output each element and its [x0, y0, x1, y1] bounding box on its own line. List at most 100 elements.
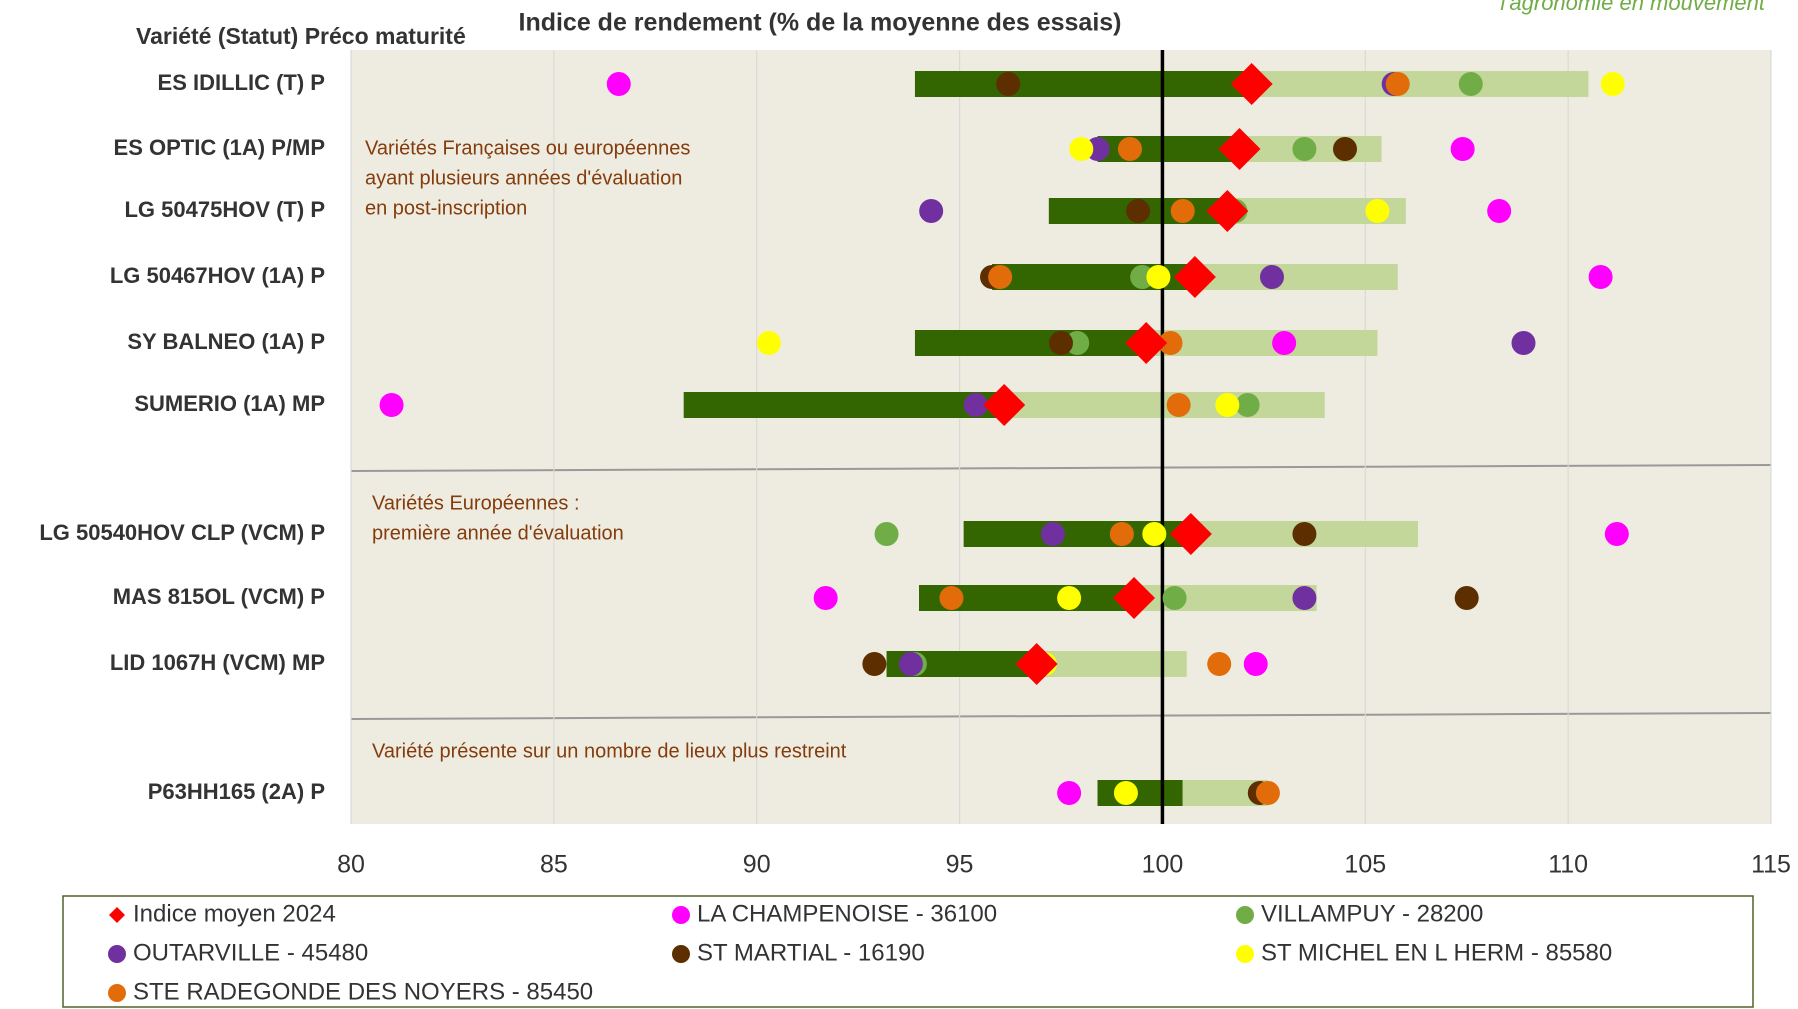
site-point: [1207, 652, 1232, 676]
site-point: [1069, 137, 1094, 161]
site-point: [1259, 265, 1284, 289]
site-point: [1365, 199, 1390, 223]
x-tick-label: 110: [1548, 851, 1588, 879]
range-high: [1004, 392, 1325, 418]
legend-item: ST MICHEL EN L HERM - 85580: [1236, 939, 1612, 966]
category-label: SY BALNEO (1A) P: [127, 329, 325, 354]
site-point: [1511, 331, 1536, 355]
site-point: [1243, 652, 1268, 676]
site-point: [1588, 265, 1613, 289]
site-point: [1117, 137, 1142, 161]
site-point: [963, 393, 988, 417]
x-tick-label: 80: [337, 851, 365, 879]
category-label: LG 50540HOV CLP (VCM) P: [39, 520, 325, 545]
site-point: [862, 652, 887, 676]
x-tick-label: 85: [540, 851, 568, 879]
mean-marker: [1206, 190, 1249, 232]
legend-item: STE RADEGONDE DES NOYERS - 85450: [108, 978, 593, 1005]
site-point: [996, 72, 1021, 96]
category-label: SUMERIO (1A) MP: [134, 391, 325, 416]
site-point: [1126, 199, 1151, 223]
range-high: [1251, 71, 1589, 97]
site-point: [1215, 393, 1240, 417]
mean-marker: [1125, 322, 1168, 364]
plot-area: [351, 50, 1771, 824]
site-point: [1255, 781, 1280, 805]
legend-marker: [672, 945, 690, 963]
y-header: Variété (Statut) Préco maturité: [136, 23, 466, 49]
legend-item: Indice moyen 2024: [109, 900, 336, 927]
group-separator: [350, 712, 1772, 720]
site-point: [919, 199, 944, 223]
mean-marker: [1015, 643, 1058, 685]
legend-label: Indice moyen 2024: [133, 900, 336, 927]
site-point: [1385, 72, 1410, 96]
range-low: [1097, 780, 1183, 806]
site-point: [756, 331, 781, 355]
mean-marker: [983, 384, 1026, 426]
legend-marker: [1236, 906, 1254, 924]
x-tick-label: 115: [1751, 851, 1791, 879]
annotation: Variétés Européennes :: [372, 492, 580, 514]
annotation: en post-inscription: [365, 197, 527, 219]
range-low: [914, 71, 1252, 97]
site-point: [988, 265, 1013, 289]
site-point: [1170, 199, 1195, 223]
site-point: [1057, 781, 1082, 805]
site-point: [898, 652, 923, 676]
site-point: [1049, 331, 1073, 355]
legend-marker: [1236, 945, 1254, 963]
range-low: [683, 392, 1005, 418]
site-point: [1235, 393, 1260, 417]
mean-marker: [1113, 577, 1156, 619]
mean-marker: [1218, 128, 1261, 170]
category-label: LID 1067H (VCM) MP: [110, 650, 325, 675]
site-point: [1333, 137, 1357, 161]
site-point: [379, 393, 404, 417]
range-high: [1194, 264, 1398, 290]
legend-item: ST MARTIAL - 16190: [672, 939, 925, 966]
site-point: [1142, 522, 1167, 546]
legend-item: VILLAMPUY - 28200: [1236, 900, 1483, 927]
legend-label: OUTARVILLE - 45480: [133, 939, 368, 966]
site-point: [1057, 586, 1082, 610]
legend-item: OUTARVILLE - 45480: [108, 939, 368, 966]
site-point: [1458, 72, 1483, 96]
site-point: [1600, 72, 1625, 96]
site-point: [813, 586, 838, 610]
annotation: première année d'évaluation: [372, 522, 624, 544]
legend-marker: [672, 906, 690, 924]
mean-marker: [1169, 513, 1212, 555]
legend-label: VILLAMPUY - 28200: [1261, 900, 1483, 927]
site-point: [1604, 522, 1629, 546]
annotation: Variété présente sur un nombre de lieux …: [372, 740, 847, 762]
x-tick-label: 90: [743, 851, 771, 879]
site-point: [1450, 137, 1475, 161]
site-point: [1292, 586, 1317, 610]
mean-marker: [1230, 63, 1273, 105]
site-point: [1162, 586, 1187, 610]
legend-marker: [108, 984, 126, 1002]
mean-marker: [1173, 256, 1216, 298]
site-point: [1109, 522, 1134, 546]
site-point: [1454, 586, 1479, 610]
category-label: LG 50467HOV (1A) P: [110, 263, 325, 288]
category-label: ES IDILLIC (T) P: [158, 70, 325, 95]
legend-marker: [109, 907, 125, 923]
site-point: [1158, 331, 1183, 355]
site-point: [606, 72, 631, 96]
range-high: [1146, 330, 1378, 356]
group-separator: [350, 464, 1772, 472]
site-point: [939, 586, 964, 610]
category-label: LG 50475HOV (T) P: [124, 197, 325, 222]
x-tick-label: 105: [1344, 851, 1386, 879]
site-point: [1292, 137, 1317, 161]
category-label: ES OPTIC (1A) P/MP: [114, 135, 325, 160]
legend-box: [62, 895, 1754, 1008]
site-point: [1040, 522, 1065, 546]
legend-label: ST MICHEL EN L HERM - 85580: [1261, 939, 1612, 966]
legend-marker: [108, 945, 126, 963]
site-point: [1166, 393, 1191, 417]
legend-label: LA CHAMPENOISE - 36100: [697, 900, 997, 927]
